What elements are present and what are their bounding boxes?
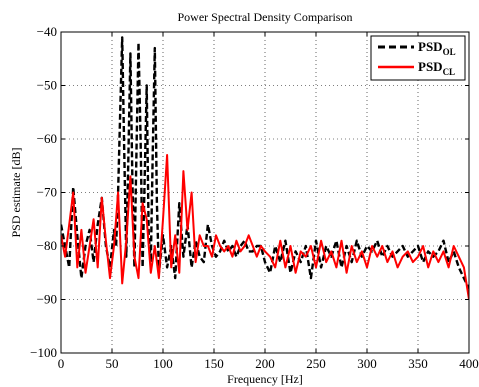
x-axis-title: Frequency [Hz]	[227, 372, 303, 386]
series-line-psd-ol	[61, 36, 469, 290]
x-tick-label: 300	[357, 356, 377, 371]
x-tick-label: 350	[408, 356, 428, 371]
legend-label-cl-main: PSD	[418, 59, 443, 74]
x-tick-label: 100	[153, 356, 173, 371]
y-tick-label: −70	[37, 185, 57, 200]
y-tick-label: −90	[37, 292, 57, 307]
y-tick-label: −80	[37, 238, 57, 253]
x-tick-label: 150	[204, 356, 224, 371]
x-tick-label: 250	[306, 356, 326, 371]
y-tick-label: −100	[30, 345, 57, 360]
series-line-psd-cl	[61, 154, 469, 300]
chart-title: Power Spectral Density Comparison	[178, 10, 353, 24]
ticks: 0 50 100 150 200 250 300 350 400 −100 −90 −80 −70 −60…	[30, 24, 479, 371]
legend-box	[370, 35, 466, 81]
legend-label-ol-main: PSD	[418, 39, 443, 54]
y-axis-title: PSD estimate [dB]	[9, 148, 23, 238]
x-tick-label: 0	[58, 356, 65, 371]
legend-label-cl: PSDCL	[418, 59, 455, 77]
x-tick-label: 50	[106, 356, 119, 371]
legend: PSDOL PSDCL	[370, 35, 466, 81]
series-group	[61, 36, 469, 300]
y-tick-label: −60	[37, 131, 57, 146]
legend-label-ol: PSDOL	[418, 39, 456, 57]
x-tick-label: 400	[459, 356, 479, 371]
y-tick-label: −50	[37, 78, 57, 93]
legend-label-ol-sub: OL	[443, 47, 456, 57]
y-tick-label: −40	[37, 24, 57, 39]
legend-label-cl-sub: CL	[443, 67, 456, 77]
x-tick-label: 200	[255, 356, 275, 371]
